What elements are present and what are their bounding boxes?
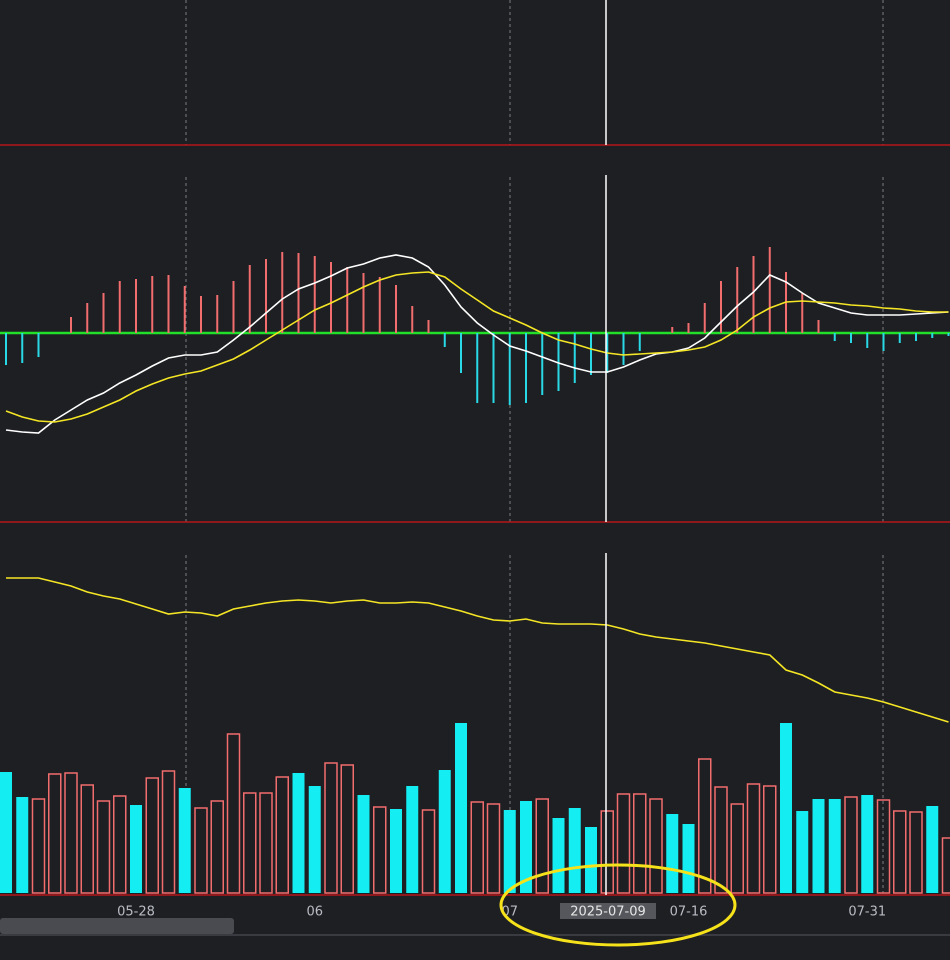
- volume-bar: [616, 793, 631, 894]
- volume-bar: [698, 758, 712, 894]
- volume-bar: [503, 810, 516, 893]
- volume-bar: [390, 809, 402, 893]
- volume-bar: [861, 795, 874, 893]
- volume-bar: [340, 764, 354, 894]
- volume-bar: [161, 770, 176, 894]
- volume-bar: [909, 811, 923, 894]
- volume-bar: [373, 806, 387, 894]
- x-tick-label: 06: [306, 905, 323, 920]
- volume-bar: [682, 824, 695, 893]
- volume-bar: [520, 801, 532, 893]
- volume-bar: [16, 797, 29, 893]
- volume-bar: [633, 793, 647, 894]
- volume-bar: [730, 803, 744, 894]
- volume-bar: [259, 792, 273, 894]
- volume-bar: [893, 810, 907, 894]
- volume-bar: [714, 786, 728, 894]
- x-tick-label: 07-16: [670, 905, 708, 920]
- volume-bar: [828, 799, 841, 893]
- volume-bar: [243, 792, 257, 894]
- x-tick-label: 07-31: [848, 905, 886, 920]
- volume-bar: [552, 818, 565, 893]
- volume-bar: [31, 798, 46, 894]
- volume-bar: [80, 784, 94, 894]
- volume-bar: [812, 799, 825, 893]
- volume-bar: [926, 806, 939, 893]
- volume-bar: [455, 723, 467, 893]
- volume-bar: [796, 811, 809, 893]
- highlight-ellipse: [499, 863, 737, 947]
- volume-bar: [780, 723, 792, 893]
- volume-bar: [585, 827, 597, 893]
- volume-bar: [406, 786, 419, 893]
- volume-bar: [130, 805, 142, 893]
- volume-bar: [194, 807, 208, 894]
- volume-bar: [96, 800, 111, 894]
- volume-bar: [145, 777, 159, 894]
- volume-bar: [649, 798, 663, 894]
- volume-bar: [357, 795, 370, 893]
- volume-bar: [941, 837, 950, 894]
- volume-bar: [292, 773, 305, 893]
- volume-bar: [48, 773, 62, 894]
- volume-bar: [763, 785, 777, 894]
- layout: [185, 0, 884, 893]
- volume-bar: [0, 772, 12, 893]
- volume-bar: [876, 799, 891, 894]
- macd-line: [5, 271, 949, 423]
- volume-bar: [226, 733, 241, 894]
- volume-bar: [844, 796, 858, 894]
- macd-line: [5, 254, 949, 434]
- volume-bar: [275, 776, 289, 894]
- volume-bar: [600, 810, 614, 894]
- volume-bar: [438, 770, 451, 893]
- crosshair-label-box: [560, 903, 656, 919]
- volume-bar: [746, 783, 761, 894]
- volume-bar: [308, 786, 321, 893]
- volume-bar: [113, 795, 127, 894]
- volume-bar: [421, 809, 436, 894]
- scrollbar[interactable]: [0, 918, 234, 934]
- volume-bar: [535, 798, 549, 894]
- volume-bar: [324, 762, 338, 894]
- trend-line: [6, 577, 949, 723]
- volume-bar: [486, 803, 501, 894]
- volume-bar: [666, 814, 679, 893]
- volume-bar: [470, 801, 484, 894]
- volume-bar: [64, 772, 78, 894]
- volume-bar: [210, 800, 224, 894]
- crosshair-label: 2025-07-09: [570, 905, 646, 920]
- volume-bar: [178, 788, 191, 893]
- volume-bar: [568, 808, 581, 893]
- x-tick-label: 05-28: [117, 905, 155, 920]
